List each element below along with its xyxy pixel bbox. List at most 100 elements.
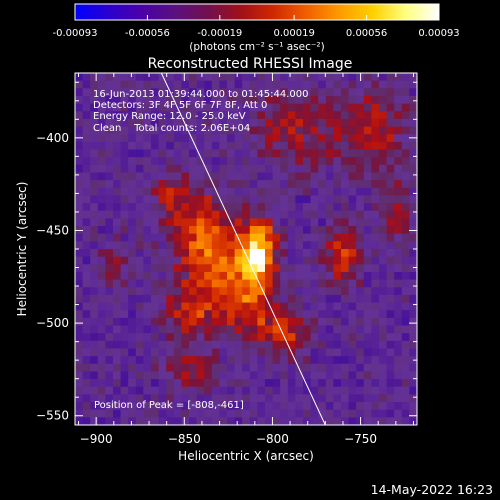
heatmap-cell (196, 126, 205, 135)
heatmap-cell (105, 271, 114, 281)
heatmap-cell (82, 172, 91, 181)
heatmap-cell (348, 287, 357, 296)
heatmap-cell (249, 149, 258, 158)
heatmap-cell (379, 287, 388, 296)
heatmap-cell (234, 149, 243, 158)
heatmap-cell (325, 356, 334, 365)
heatmap-cell (181, 287, 190, 296)
heatmap-cell (143, 279, 152, 288)
heatmap-cell (75, 325, 84, 334)
heatmap-cell (113, 317, 122, 327)
heatmap-cell (166, 80, 175, 89)
heatmap-cell (379, 302, 388, 311)
heatmap-cell (348, 294, 357, 304)
heatmap-cell (181, 340, 190, 350)
heatmap-cell (303, 302, 312, 311)
heatmap-cell (75, 203, 84, 212)
heatmap-cell (348, 340, 357, 350)
heatmap-cell (310, 134, 319, 143)
heatmap-cell (97, 386, 106, 395)
heatmap-cell (272, 195, 281, 204)
heatmap-cell (341, 111, 350, 120)
heatmap-cell (242, 348, 251, 357)
heatmap-cell (333, 379, 342, 388)
heatmap-cell (348, 271, 357, 281)
heatmap-cell (135, 111, 144, 120)
heatmap-cell (242, 134, 251, 143)
heatmap-cell (158, 210, 167, 219)
heatmap-cell (97, 394, 106, 403)
heatmap-cell (409, 157, 417, 166)
heatmap-cell (287, 317, 296, 327)
colorbar-tick-label: 0.00056 (346, 28, 387, 39)
heatmap-cell (143, 134, 152, 143)
heatmap-cell (189, 111, 198, 120)
heatmap-cell (105, 409, 114, 418)
heatmap-cell (211, 386, 220, 395)
heatmap-cell (325, 294, 334, 304)
heatmap-cell (189, 340, 198, 350)
heatmap-cell (348, 233, 357, 242)
heatmap-cell (401, 363, 410, 373)
heatmap-cell (242, 417, 251, 425)
heatmap-cell (204, 379, 213, 388)
heatmap-cell (371, 187, 380, 197)
heatmap-cell (379, 394, 388, 403)
heatmap-cell (295, 210, 304, 219)
heatmap-cell (379, 417, 388, 425)
heatmap-cell (82, 271, 91, 281)
heatmap-cell (166, 141, 175, 151)
heatmap-cell (181, 157, 190, 166)
heatmap-cell (105, 141, 114, 151)
heatmap-cell (265, 333, 274, 342)
heatmap-cell (325, 180, 334, 189)
heatmap-cell (227, 287, 236, 296)
heatmap-cell (363, 379, 372, 388)
heatmap-cell (265, 402, 274, 411)
heatmap-cell (166, 118, 175, 128)
heatmap-cell (318, 394, 327, 403)
heatmap-cell (295, 348, 304, 357)
heatmap-cell (280, 88, 289, 97)
heatmap-cell (105, 279, 114, 288)
heatmap-cell (333, 73, 342, 82)
heatmap-cell (128, 287, 137, 296)
heatmap-cell (120, 340, 129, 350)
heatmap-cell (325, 88, 334, 97)
heatmap-cell (386, 172, 395, 181)
heatmap-cell (219, 317, 228, 327)
heatmap-cell (242, 294, 251, 304)
heatmap-cell (371, 88, 380, 97)
heatmap-cell (173, 302, 182, 311)
heatmap-cell (234, 348, 243, 357)
heatmap-cell (401, 317, 410, 327)
heatmap-cell (204, 363, 213, 373)
heatmap-cell (204, 210, 213, 219)
heatmap-cell (211, 95, 220, 105)
heatmap-cell (280, 249, 289, 258)
heatmap-cell (386, 325, 395, 334)
heatmap-cell (265, 371, 274, 380)
heatmap-cell (295, 233, 304, 242)
heatmap-cell (204, 302, 213, 311)
heatmap-cell (158, 394, 167, 403)
heatmap-cell (219, 249, 228, 258)
heatmap-cell (143, 333, 152, 342)
heatmap-cell (242, 371, 251, 380)
heatmap-cell (97, 333, 106, 342)
heatmap-cell (135, 218, 144, 227)
heatmap-cell (90, 264, 99, 273)
heatmap-cell (409, 195, 417, 204)
heatmap-cell (128, 379, 137, 388)
heatmap-cell (151, 348, 160, 357)
heatmap-cell (158, 294, 167, 304)
heatmap-cell (348, 157, 357, 166)
heatmap-cell (379, 249, 388, 258)
heatmap-cell (333, 325, 342, 334)
heatmap-cell (90, 394, 99, 403)
heatmap-cell (75, 80, 84, 89)
heatmap-cell (219, 134, 228, 143)
heatmap-cell (105, 218, 114, 227)
heatmap-cell (318, 164, 327, 174)
heatmap-cell (280, 340, 289, 350)
